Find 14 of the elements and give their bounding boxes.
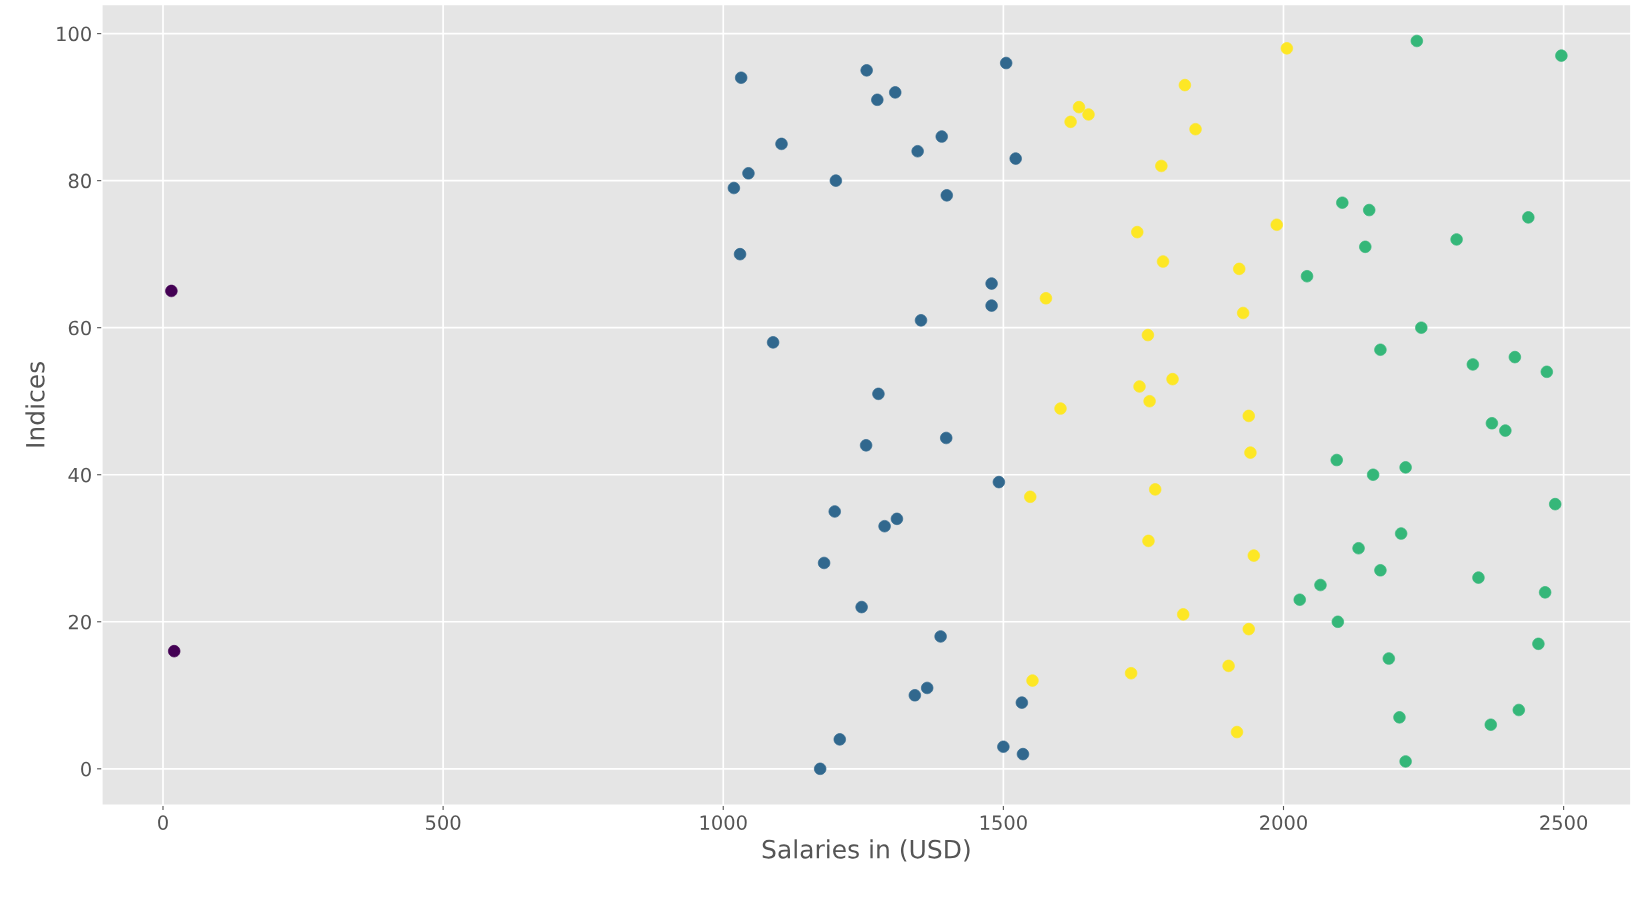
x-tick-label: 1000 bbox=[700, 815, 747, 830]
x-tick-label: 500 bbox=[426, 815, 461, 830]
x-tick-label: 2500 bbox=[1540, 815, 1588, 830]
y-tick-label: 80 bbox=[68, 173, 91, 189]
x-tick-label: 1500 bbox=[980, 815, 1027, 830]
y-axis-title: Indices bbox=[25, 362, 45, 447]
x-tick-label: 0 bbox=[158, 815, 168, 830]
y-tick-label: 20 bbox=[68, 614, 91, 630]
x-axis-title: Salaries in (USD) bbox=[762, 839, 970, 862]
y-tick-label: 40 bbox=[68, 467, 91, 483]
y-tick-label: 60 bbox=[68, 320, 91, 336]
x-tick-label: 2000 bbox=[1260, 815, 1307, 830]
y-tick-label: 0 bbox=[81, 761, 91, 777]
y-tick-label: 100 bbox=[57, 26, 91, 42]
